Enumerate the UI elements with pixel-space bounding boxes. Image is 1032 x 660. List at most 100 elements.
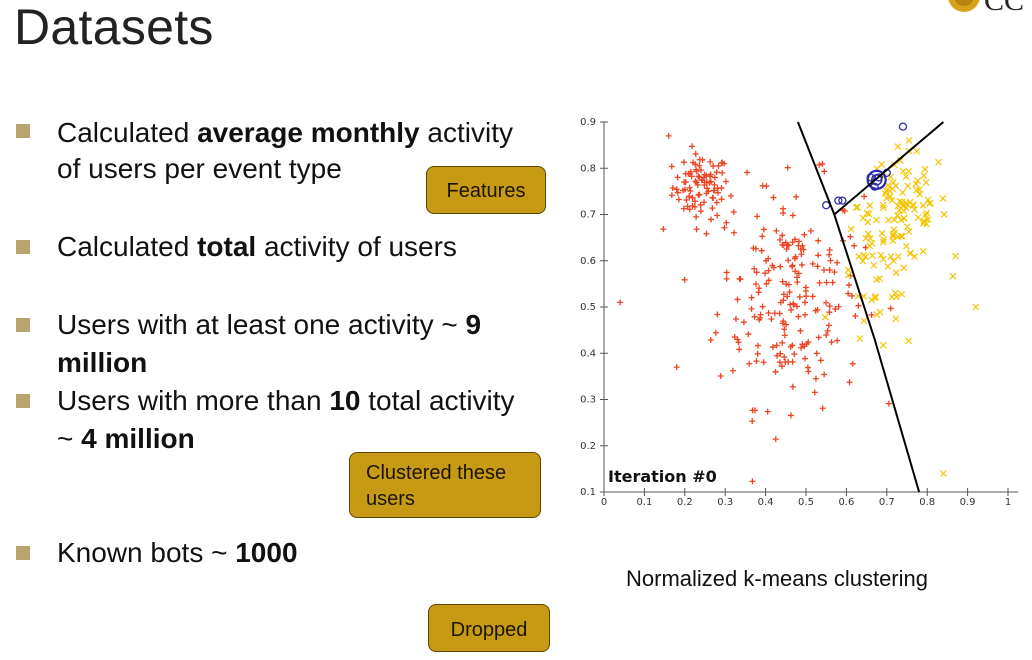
data-point <box>900 214 908 222</box>
data-point <box>693 179 700 186</box>
data-point <box>764 408 771 415</box>
data-point <box>873 276 881 283</box>
bullet-line: million <box>57 346 147 380</box>
data-point <box>834 259 841 266</box>
x-tick-label: 0.2 <box>677 497 693 508</box>
data-point <box>693 213 700 220</box>
data-point <box>696 174 703 181</box>
data-point <box>799 341 806 348</box>
data-point <box>769 262 776 269</box>
bullet-text: total activity <box>360 385 515 416</box>
data-point <box>675 196 682 203</box>
data-point <box>711 187 718 194</box>
data-point <box>813 350 820 357</box>
data-point <box>902 173 910 181</box>
data-point <box>905 137 913 144</box>
data-point <box>740 319 747 326</box>
data-point <box>712 329 719 336</box>
data-point <box>795 313 802 320</box>
data-point <box>879 341 887 349</box>
callout-clustered-line-2: users <box>366 488 415 510</box>
y-tick-label: 0.6 <box>580 256 596 267</box>
data-point <box>681 276 688 283</box>
data-point <box>673 186 680 193</box>
data-point <box>787 412 794 419</box>
data-point <box>895 206 903 214</box>
data-point <box>781 332 788 339</box>
data-point <box>821 371 828 378</box>
data-point <box>686 193 693 200</box>
university-logo: CC <box>948 0 1024 16</box>
y-tick-label: 0.4 <box>580 348 596 359</box>
data-point <box>760 359 767 366</box>
data-point <box>860 251 868 259</box>
data-point <box>759 233 766 240</box>
bullet-bold-text: million <box>57 347 148 378</box>
data-point <box>783 245 790 252</box>
data-point <box>845 282 852 289</box>
data-point <box>789 383 796 390</box>
data-point <box>683 197 690 204</box>
data-point <box>697 201 704 208</box>
data-point <box>913 147 921 155</box>
bullet-line: Calculated total activity of users <box>57 230 457 264</box>
data-point <box>804 364 811 371</box>
data-point <box>816 279 823 286</box>
data-point <box>684 203 691 210</box>
data-point <box>711 174 718 181</box>
data-point <box>727 192 734 199</box>
data-point <box>771 310 778 317</box>
x-tick-label: 0.8 <box>919 497 935 508</box>
data-point <box>749 418 756 425</box>
data-point <box>817 357 824 364</box>
data-point <box>781 326 788 333</box>
callout-clustered-line-1: Clustered these <box>366 462 507 484</box>
data-point <box>696 162 703 169</box>
data-point <box>723 219 730 226</box>
x-tick-label: 0.7 <box>879 497 895 508</box>
data-point <box>783 321 790 328</box>
data-point <box>911 253 918 260</box>
data-point <box>777 350 784 357</box>
data-point <box>791 236 798 243</box>
data-point <box>851 242 858 249</box>
data-point <box>784 293 791 300</box>
data-point <box>888 196 896 204</box>
data-point <box>723 275 730 282</box>
data-point <box>862 234 870 242</box>
data-point <box>674 189 681 196</box>
data-point <box>801 231 808 238</box>
data-point <box>834 337 841 344</box>
data-point <box>749 478 756 485</box>
data-point <box>784 164 791 171</box>
bullet-bold-text: 10 <box>329 385 361 416</box>
data-point <box>826 267 833 274</box>
chart-caption: Normalized k-means clustering <box>626 566 928 591</box>
bullet-text: Users with more than <box>57 385 330 416</box>
data-point <box>748 305 755 312</box>
data-point <box>796 293 803 300</box>
data-point <box>871 294 879 302</box>
data-point <box>889 237 897 245</box>
data-point <box>772 368 779 375</box>
data-point <box>730 229 737 236</box>
data-point <box>816 161 823 168</box>
data-point <box>680 205 687 212</box>
y-tick-label: 0.3 <box>580 395 596 406</box>
data-point <box>751 265 758 272</box>
data-point <box>802 355 809 362</box>
data-point <box>826 309 833 316</box>
data-point <box>789 262 796 269</box>
data-point <box>777 236 784 243</box>
centroid-marker <box>866 169 887 190</box>
data-point <box>856 335 864 342</box>
data-point <box>886 193 894 200</box>
iteration-label: Iteration #0 <box>608 467 717 486</box>
y-tick-label: 0.1 <box>580 487 596 498</box>
data-point <box>824 327 831 334</box>
bullet-bold-text: 4 million <box>81 423 195 454</box>
data-point <box>939 195 947 202</box>
data-point <box>848 292 855 299</box>
svg-text:CC: CC <box>984 0 1024 16</box>
data-point <box>891 216 898 224</box>
